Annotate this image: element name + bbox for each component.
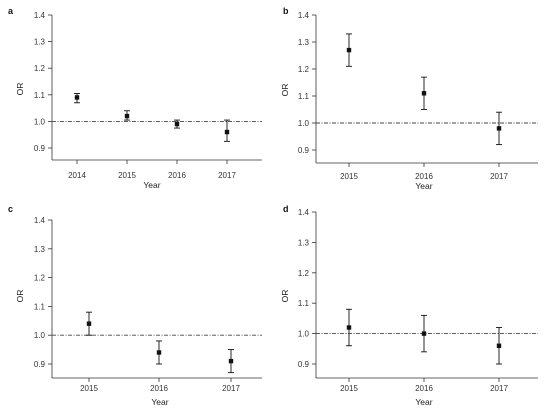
y-tick-label: 1.0 <box>298 119 310 128</box>
panel-a: a 0.9 1.0 1.1 1.2 1.3 1.4 OR 2014 2015 2016 2017 Yea… <box>8 6 262 190</box>
data-point <box>224 129 230 135</box>
x-tick-label: 2015 <box>340 172 358 181</box>
data-point <box>421 91 427 96</box>
y-axis-title: OR <box>15 83 25 96</box>
data-point <box>346 47 352 53</box>
y-tick-label: 0.9 <box>298 146 310 155</box>
x-tick-label: 2015 <box>340 384 358 393</box>
x-axis-title: Year <box>143 180 160 190</box>
x-tick-label: 2017 <box>222 384 240 393</box>
y-tick-label: 1.4 <box>34 216 46 225</box>
y-tick-label: 1.0 <box>298 330 310 339</box>
x-tick-label: 2014 <box>68 171 86 180</box>
panel-letter: c <box>8 204 13 214</box>
y-tick-label: 1.4 <box>34 11 46 20</box>
panel-c: c 0.9 1.0 1.1 1.2 1.3 1.4 OR 2015 2016 2017 Year <box>8 204 262 407</box>
y-tick-label: 1.3 <box>298 238 310 247</box>
y-tick-label: 0.9 <box>298 360 310 369</box>
y-tick-label: 1.2 <box>298 65 310 74</box>
panel-b: b 0.9 1.0 1.1 1.2 1.3 1.4 OR 2015 2016 2017 Year <box>280 6 538 191</box>
data-point <box>346 325 352 330</box>
y-tick-label: 0.9 <box>34 360 46 369</box>
y-tick-label: 1.1 <box>298 92 310 101</box>
x-tick-label: 2017 <box>490 172 508 181</box>
y-tick-label: 1.4 <box>298 11 310 20</box>
y-tick-label: 1.2 <box>34 274 46 283</box>
data-point <box>124 113 130 119</box>
x-tick-label: 2015 <box>80 384 98 393</box>
data-point <box>86 321 92 326</box>
data-point <box>174 121 180 127</box>
data-point <box>421 331 427 336</box>
y-tick-label: 1.2 <box>34 64 46 73</box>
y-tick-label: 1.3 <box>298 38 310 47</box>
data-point <box>156 350 162 355</box>
data-point <box>228 358 234 364</box>
x-axis-title: Year <box>151 397 168 407</box>
y-tick-label: 1.0 <box>34 117 46 126</box>
panel-letter: a <box>8 6 14 16</box>
panel-d: d 0.9 1.0 1.1 1.2 1.3 1.4 OR 2015 2016 2017 Year <box>280 204 538 407</box>
y-tick-label: 1.1 <box>34 302 46 311</box>
x-axis-title: Year <box>415 397 432 407</box>
y-axis-title: OR <box>15 290 25 303</box>
x-tick-label: 2017 <box>490 384 508 393</box>
y-tick-label: 1.3 <box>34 38 46 47</box>
panel-letter: b <box>283 6 289 16</box>
y-tick-label: 0.9 <box>34 144 46 153</box>
x-tick-label: 2016 <box>415 384 433 393</box>
y-tick-label: 1.0 <box>34 331 46 340</box>
x-tick-label: 2016 <box>168 171 186 180</box>
panel-letter: d <box>283 204 289 214</box>
data-point <box>496 343 502 348</box>
y-tick-label: 1.2 <box>298 269 310 278</box>
x-tick-label: 2016 <box>150 384 168 393</box>
x-tick-label: 2017 <box>218 171 236 180</box>
data-point <box>74 95 80 100</box>
y-axis-title: OR <box>280 84 290 97</box>
y-tick-label: 1.1 <box>34 91 46 100</box>
y-axis-title: OR <box>280 290 290 303</box>
y-tick-label: 1.3 <box>34 245 46 254</box>
y-tick-label: 1.1 <box>298 299 310 308</box>
data-point <box>496 126 502 131</box>
x-axis-title: Year <box>415 181 432 191</box>
y-tick-label: 1.4 <box>298 208 310 217</box>
x-tick-label: 2015 <box>118 171 136 180</box>
x-tick-label: 2016 <box>415 172 433 181</box>
